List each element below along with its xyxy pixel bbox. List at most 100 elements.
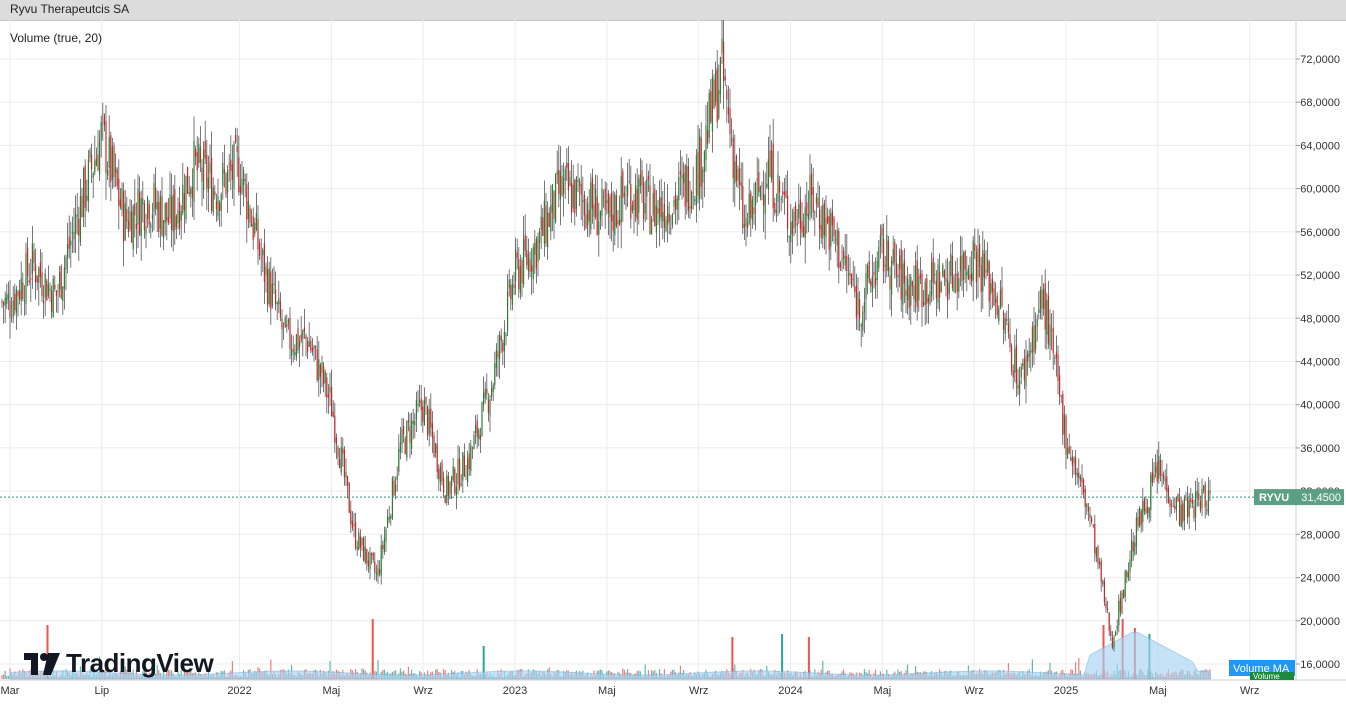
candle-body: [143, 203, 145, 231]
candle-body: [215, 200, 217, 209]
candle-body: [454, 469, 456, 494]
tradingview-wordmark: TradingView: [66, 648, 214, 678]
candle-body: [827, 215, 829, 224]
candle-body: [1185, 499, 1187, 501]
candle-body: [108, 136, 110, 168]
candle-body: [503, 331, 505, 352]
candle-body: [987, 258, 989, 273]
candle-body: [1145, 507, 1147, 514]
x-tick-label: Wrz: [689, 685, 708, 697]
candle-body: [734, 161, 736, 184]
candle-body: [355, 521, 357, 548]
candle-body: [9, 300, 11, 318]
candle-body: [487, 399, 489, 413]
candle-body: [529, 259, 531, 272]
candle-body: [883, 238, 885, 272]
candle-body: [1014, 348, 1016, 373]
candle-body: [614, 194, 616, 236]
candle-body: [41, 272, 43, 296]
candle-body: [687, 166, 689, 211]
candle-body: [406, 421, 408, 458]
candle-body: [323, 366, 325, 385]
candle-body: [889, 275, 891, 290]
candle-body: [683, 172, 685, 184]
candle-body: [668, 213, 670, 223]
candle-body: [815, 196, 817, 204]
candle-body: [950, 253, 952, 276]
candle-body: [230, 159, 232, 171]
candle-body: [931, 261, 933, 296]
candle-body: [473, 435, 475, 450]
candle-body: [718, 90, 720, 119]
candle-body: [1121, 592, 1123, 613]
candle-body: [790, 222, 792, 243]
candle-body: [927, 297, 929, 303]
volume-bar: [627, 669, 629, 679]
candle-body: [399, 442, 401, 453]
candle-body: [1131, 540, 1133, 562]
candle-body: [595, 189, 597, 218]
candle-body: [806, 202, 808, 216]
candle-body: [427, 407, 429, 436]
candle-body: [617, 219, 619, 224]
y-tick-label: 36,0000: [1300, 443, 1340, 455]
candle-body: [6, 294, 8, 304]
candle-body: [537, 236, 539, 262]
candle-body: [572, 184, 574, 209]
chart-area[interactable]: 72,0000 68,0000 64,0000 60,0000 56,0000 52,00…: [0, 17, 1346, 700]
candle-body: [1153, 474, 1155, 480]
volume-bar: [1078, 657, 1080, 679]
candle-body: [252, 216, 254, 240]
candle-body: [1086, 503, 1088, 508]
candle-body: [843, 251, 845, 259]
candle-body: [390, 515, 392, 519]
candle-body: [998, 308, 1000, 322]
candle-body: [1073, 457, 1075, 464]
y-tick-label: 20,0000: [1300, 616, 1340, 628]
price-chart[interactable]: 72,0000 68,0000 64,0000 60,0000 56,0000 52,00…: [0, 17, 1346, 700]
symbol-title: Ryvu Therapeutcis SA: [10, 2, 130, 16]
candle-body: [611, 192, 613, 222]
candle-body: [148, 204, 150, 225]
candle-body: [798, 204, 800, 219]
candle-body: [225, 173, 227, 195]
candle-body: [988, 261, 990, 302]
candle-body: [689, 206, 691, 209]
volume-ma-area: [9, 632, 1212, 680]
volume-bar: [411, 669, 413, 679]
volume-indicator-label[interactable]: Volume (true, 20): [10, 31, 103, 45]
candle-body: [636, 189, 638, 220]
candle-body: [1207, 490, 1209, 515]
candle-body: [772, 143, 774, 209]
candle-body: [283, 323, 285, 324]
candle-body: [1182, 503, 1184, 523]
x-tick-label: Wrz: [1240, 685, 1259, 697]
y-tick-label: 52,0000: [1300, 270, 1340, 282]
candle-body: [475, 425, 477, 434]
candle-body: [844, 256, 846, 266]
candle-body: [470, 445, 472, 472]
candle-body: [116, 169, 118, 187]
volume-bar: [822, 660, 824, 679]
candle-body: [500, 335, 502, 341]
candle-body: [940, 281, 942, 293]
candle-body: [1091, 517, 1093, 523]
candle-body: [854, 286, 856, 292]
candle-body: [47, 284, 49, 296]
candle-body: [1171, 504, 1173, 506]
candle-body: [425, 397, 427, 404]
candle-body: [1059, 375, 1061, 397]
candle-body: [556, 171, 558, 175]
candle-body: [860, 324, 862, 327]
candle-body: [1004, 318, 1006, 334]
candle-body: [444, 495, 446, 503]
candle-body: [110, 135, 112, 182]
candle-body: [708, 93, 710, 138]
candle-body: [785, 190, 787, 198]
candle-body: [878, 246, 880, 268]
candle-body: [121, 188, 123, 211]
candle-body: [127, 220, 129, 232]
candle-body: [129, 211, 131, 230]
candle-body: [766, 183, 768, 188]
candle-body: [606, 200, 608, 204]
